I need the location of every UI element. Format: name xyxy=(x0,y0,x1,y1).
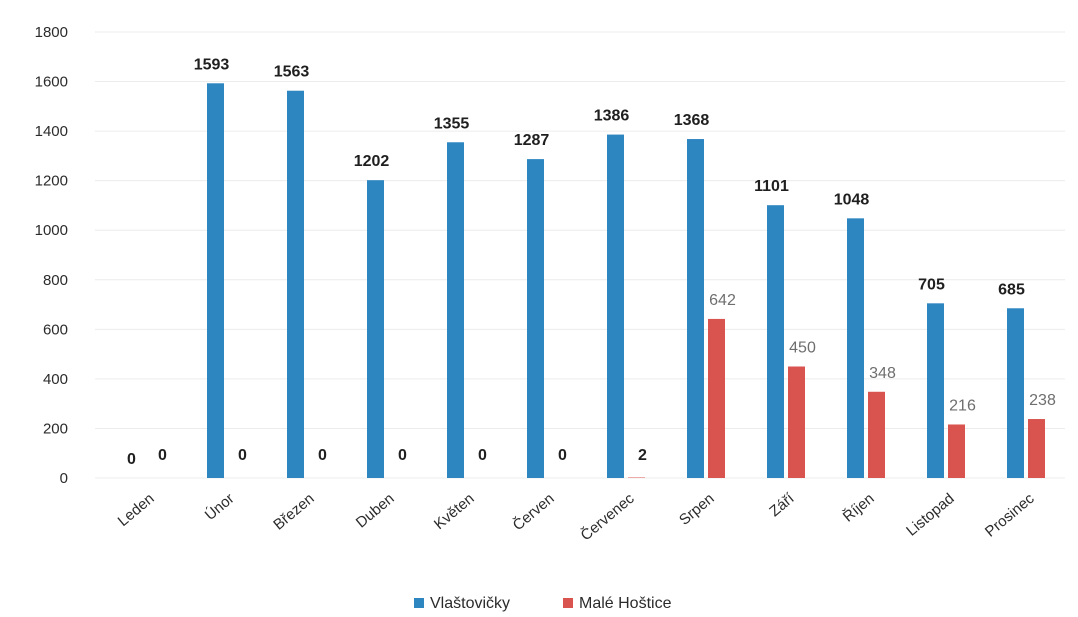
category-label: Květen xyxy=(431,490,478,533)
y-tick-label: 1200 xyxy=(35,173,68,190)
bar-male-hostice xyxy=(948,424,965,478)
data-label-male-hostice: 238 xyxy=(1029,392,1056,409)
category-label: Duben xyxy=(353,490,398,531)
bar-vlastovicky xyxy=(527,159,544,479)
bar-vlastovicky xyxy=(607,134,624,478)
y-tick-label: 600 xyxy=(43,321,68,338)
data-label-male-hostice: 0 xyxy=(558,447,567,464)
data-label-vlastovicky: 685 xyxy=(998,281,1025,298)
data-label-vlastovicky: 705 xyxy=(918,276,945,293)
x-axis-category-labels: Leden Únor Březen Duben Květen Červen Červenec… xyxy=(115,490,1038,545)
data-label-male-hostice: 450 xyxy=(789,340,816,357)
category-label: Leden xyxy=(115,490,158,530)
category-label: Červenec xyxy=(577,490,637,545)
data-label-male-hostice: 348 xyxy=(869,365,896,382)
data-label-vlastovicky: 1355 xyxy=(434,115,470,132)
data-label-male-hostice: 0 xyxy=(398,447,407,464)
data-label-vlastovicky: 1368 xyxy=(674,112,710,129)
y-tick-label: 1400 xyxy=(35,123,68,140)
bar-vlastovicky xyxy=(287,90,304,479)
data-label-male-hostice: 0 xyxy=(238,447,247,464)
y-tick-label: 1000 xyxy=(35,222,68,239)
y-tick-label: 0 xyxy=(60,470,68,487)
bar-vlastovicky xyxy=(847,218,864,478)
data-label-vlastovicky: 1287 xyxy=(514,132,550,149)
category-label: Únor xyxy=(202,490,238,524)
data-label-male-hostice: 0 xyxy=(158,447,167,464)
category-label: Prosinec xyxy=(982,490,1038,541)
bar-vlastovicky xyxy=(687,139,704,479)
bar-vlastovicky xyxy=(447,142,464,478)
gridlines xyxy=(95,31,1065,479)
category-label: Červen xyxy=(510,490,558,534)
bar-vlastovicky xyxy=(207,83,224,478)
data-label-vlastovicky: 1386 xyxy=(594,108,630,125)
y-axis-tick-labels: 0 200 400 600 800 1000 1200 1400 1600 1800 xyxy=(35,24,68,487)
y-tick-label: 200 xyxy=(43,420,68,437)
legend-swatch-vlastovicky xyxy=(414,598,424,608)
data-label-vlastovicky: 0 xyxy=(127,451,136,468)
y-tick-label: 1600 xyxy=(35,74,68,91)
data-labels: 0 0 1593 0 1563 0 1202 0 1355 0 1287 0 1386 2 1368 642 1… xyxy=(127,56,1056,468)
bar-vlastovicky xyxy=(1007,308,1024,478)
data-label-male-hostice: 0 xyxy=(478,447,487,464)
data-label-vlastovicky: 1202 xyxy=(354,153,390,170)
category-label: Září xyxy=(766,490,798,521)
legend: Vlaštovičky Malé Hoštice xyxy=(414,595,672,612)
data-label-male-hostice: 216 xyxy=(949,397,976,414)
legend-label-male-hostice: Malé Hoštice xyxy=(579,595,672,612)
bar-male-hostice xyxy=(1028,419,1045,478)
bar-vlastovicky xyxy=(927,303,944,478)
category-label: Březen xyxy=(270,490,317,534)
data-label-vlastovicky: 1048 xyxy=(834,191,870,208)
y-tick-label: 400 xyxy=(43,371,68,388)
data-label-male-hostice: 2 xyxy=(638,447,647,464)
bar-vlastovicky xyxy=(767,205,784,479)
bars xyxy=(207,83,1045,479)
data-label-male-hostice: 642 xyxy=(709,292,736,309)
y-tick-label: 1800 xyxy=(35,24,68,41)
legend-swatch-male-hostice xyxy=(563,598,573,608)
data-label-vlastovicky: 1563 xyxy=(274,64,310,81)
category-label: Říjen xyxy=(840,490,878,526)
data-label-male-hostice: 0 xyxy=(318,447,327,464)
data-label-vlastovicky: 1593 xyxy=(194,56,230,73)
bar-vlastovicky xyxy=(367,180,384,478)
bar-male-hostice xyxy=(708,318,725,478)
category-label: Listopad xyxy=(903,490,957,539)
bar-male-hostice xyxy=(788,366,805,478)
data-label-vlastovicky: 1101 xyxy=(754,178,789,195)
legend-label-vlastovicky: Vlaštovičky xyxy=(430,595,510,612)
category-label: Srpen xyxy=(676,490,718,529)
bar-male-hostice xyxy=(868,391,885,478)
y-tick-label: 800 xyxy=(43,272,68,289)
